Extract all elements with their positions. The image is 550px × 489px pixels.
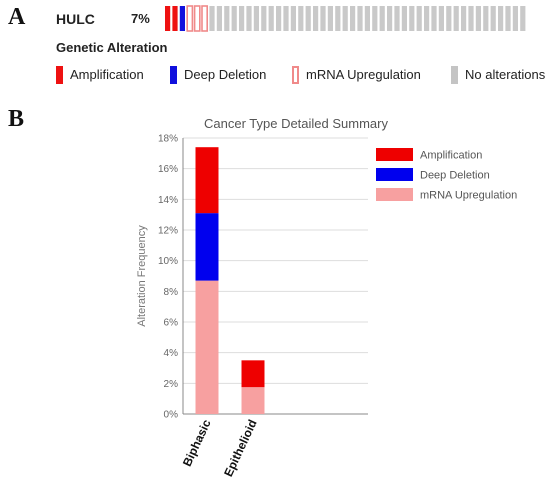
y-tick-label: 4% xyxy=(164,348,179,359)
oncoprint-sample xyxy=(416,6,422,31)
oncoprint-sample xyxy=(446,6,452,31)
oncoprint-sample xyxy=(483,6,489,31)
oncoprint-sample xyxy=(424,6,430,31)
oncoprint-sample xyxy=(453,6,459,31)
oncoprint-sample xyxy=(364,6,370,31)
legend-amplification-label: Amplification xyxy=(70,67,144,82)
bar-segment xyxy=(195,213,219,281)
oncoprint-sample xyxy=(505,6,511,31)
alteration-percent: 7% xyxy=(131,11,150,26)
no-alterations-swatch xyxy=(451,66,458,84)
oncoprint-sample xyxy=(290,6,296,31)
deep-deletion-swatch xyxy=(170,66,177,84)
bar-segment xyxy=(241,387,265,414)
gene-name: HULC xyxy=(56,11,95,27)
panel-b-letter: B xyxy=(8,106,25,132)
oncoprint-sample xyxy=(276,6,282,31)
legend-no-alterations-label: No alterations xyxy=(465,67,546,82)
amplification-swatch xyxy=(56,66,63,84)
oncoprint-sample xyxy=(172,6,178,31)
oncoprint-sample xyxy=(387,6,393,31)
oncoprint-sample xyxy=(179,6,185,31)
y-tick-label: 12% xyxy=(158,226,178,237)
oncoprint-sample xyxy=(298,6,304,31)
oncoprint-sample xyxy=(490,6,496,31)
panel-a-letter: A xyxy=(8,4,26,30)
legend-deep-deletion-label: Deep Deletion xyxy=(184,67,267,82)
oncoprint-sample xyxy=(409,6,415,31)
oncoprint-sample xyxy=(253,6,259,31)
legend-label: mRNA Upregulation xyxy=(420,190,517,202)
y-tick-label: 0% xyxy=(164,410,179,421)
oncoprint-sample xyxy=(379,6,385,31)
oncoprint-sample xyxy=(475,6,481,31)
bar-segment xyxy=(195,147,219,214)
oncoprint-sample xyxy=(239,6,245,31)
y-tick-label: 14% xyxy=(158,195,178,206)
oncoprint-sample xyxy=(261,6,267,31)
oncoprint-track xyxy=(165,5,526,32)
y-tick-label: 6% xyxy=(164,318,179,329)
oncoprint-sample xyxy=(357,6,363,31)
oncoprint-sample xyxy=(320,6,326,31)
bar-segment xyxy=(195,280,219,414)
oncoprint-sample xyxy=(335,6,341,31)
oncoprint-sample xyxy=(394,6,400,31)
legend-swatch xyxy=(376,188,413,201)
oncoprint-sample xyxy=(231,6,237,31)
oncoprint-sample xyxy=(193,5,201,32)
oncoprint-sample xyxy=(431,6,437,31)
legend-label: Amplification xyxy=(420,150,482,162)
chart-title: Cancer Type Detailed Summary xyxy=(204,116,389,131)
oncoprint-sample xyxy=(372,6,378,31)
oncoprint-sample xyxy=(342,6,348,31)
oncoprint-sample xyxy=(224,6,230,31)
x-tick-label: Epithelioid xyxy=(221,417,260,479)
legend-swatch xyxy=(376,168,413,181)
legend-mrna-upregulation-label: mRNA Upregulation xyxy=(306,67,421,82)
oncoprint-sample xyxy=(468,6,474,31)
oncoprint-sample xyxy=(186,5,194,32)
oncoprint-sample xyxy=(313,6,319,31)
y-tick-label: 18% xyxy=(158,134,178,145)
y-tick-label: 8% xyxy=(164,287,179,298)
genetic-alteration-title: Genetic Alteration xyxy=(56,40,168,55)
x-tick-label: Biphasic xyxy=(180,417,214,469)
legend-label: Deep Deletion xyxy=(420,170,490,182)
oncoprint-sample xyxy=(401,6,407,31)
oncoprint-sample xyxy=(268,6,274,31)
oncoprint-sample xyxy=(201,5,208,32)
oncoprint-sample xyxy=(165,6,171,31)
bar-segment xyxy=(241,360,265,388)
oncoprint-sample xyxy=(520,6,526,31)
y-axis-label: Alteration Frequency xyxy=(136,225,148,327)
y-tick-label: 2% xyxy=(164,379,179,390)
cancer-type-chart: Cancer Type Detailed Summary 0% 2% 4% 6% 8% 10… xyxy=(136,116,517,479)
oncoprint-sample xyxy=(209,6,215,31)
oncoprint-sample xyxy=(216,6,222,31)
y-tick-label: 16% xyxy=(158,164,178,175)
legend-swatch xyxy=(376,148,413,161)
oncoprint-sample xyxy=(327,6,333,31)
oncoprint-sample xyxy=(350,6,356,31)
oncoprint-sample xyxy=(498,6,504,31)
oncoprint-sample xyxy=(438,6,444,31)
mrna-upregulation-swatch xyxy=(292,66,299,84)
oncoprint-sample xyxy=(283,6,289,31)
oncoprint-sample xyxy=(246,6,252,31)
oncoprint-sample xyxy=(461,6,467,31)
y-tick-label: 10% xyxy=(158,256,178,267)
oncoprint-sample xyxy=(305,6,311,31)
oncoprint-sample xyxy=(512,6,518,31)
